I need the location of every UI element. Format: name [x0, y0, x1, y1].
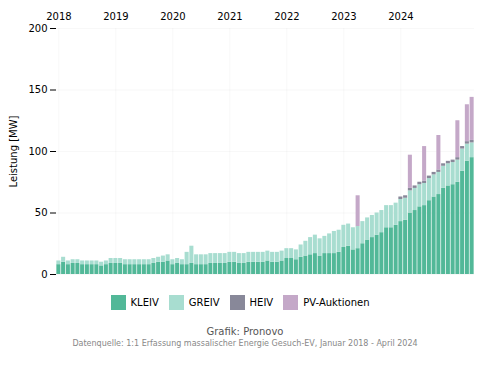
- html-text:Grafik: Pronovo: Grafik: Pronovo: [206, 326, 284, 337]
- svg-text:2022: 2022: [274, 11, 299, 22]
- html-text:KLEIV: KLEIV: [130, 297, 159, 308]
- html-text:PV-Auktionen: PV-Auktionen: [303, 297, 370, 308]
- html-text:Datenquelle: 1:1 Erfassung mas: Datenquelle: 1:1 Erfassung massalischer …: [72, 339, 418, 348]
- svg-text:0: 0: [41, 269, 47, 280]
- html-text:GREIV: GREIV: [188, 297, 220, 308]
- svg-text:2020: 2020: [160, 11, 185, 22]
- html-text:HEIV: HEIV: [249, 297, 274, 308]
- svg-text:2023: 2023: [331, 11, 356, 22]
- svg-text:50: 50: [35, 207, 48, 218]
- svg-text:2024: 2024: [388, 11, 413, 22]
- svg-text:2018: 2018: [46, 11, 71, 22]
- svg-text:100: 100: [28, 146, 47, 157]
- svg-text:150: 150: [28, 84, 47, 95]
- svg-text:200: 200: [28, 23, 47, 34]
- svg-text:Leistung [MW]: Leistung [MW]: [8, 115, 19, 187]
- svg-text:2019: 2019: [103, 11, 128, 22]
- svg-text:2021: 2021: [217, 11, 242, 22]
